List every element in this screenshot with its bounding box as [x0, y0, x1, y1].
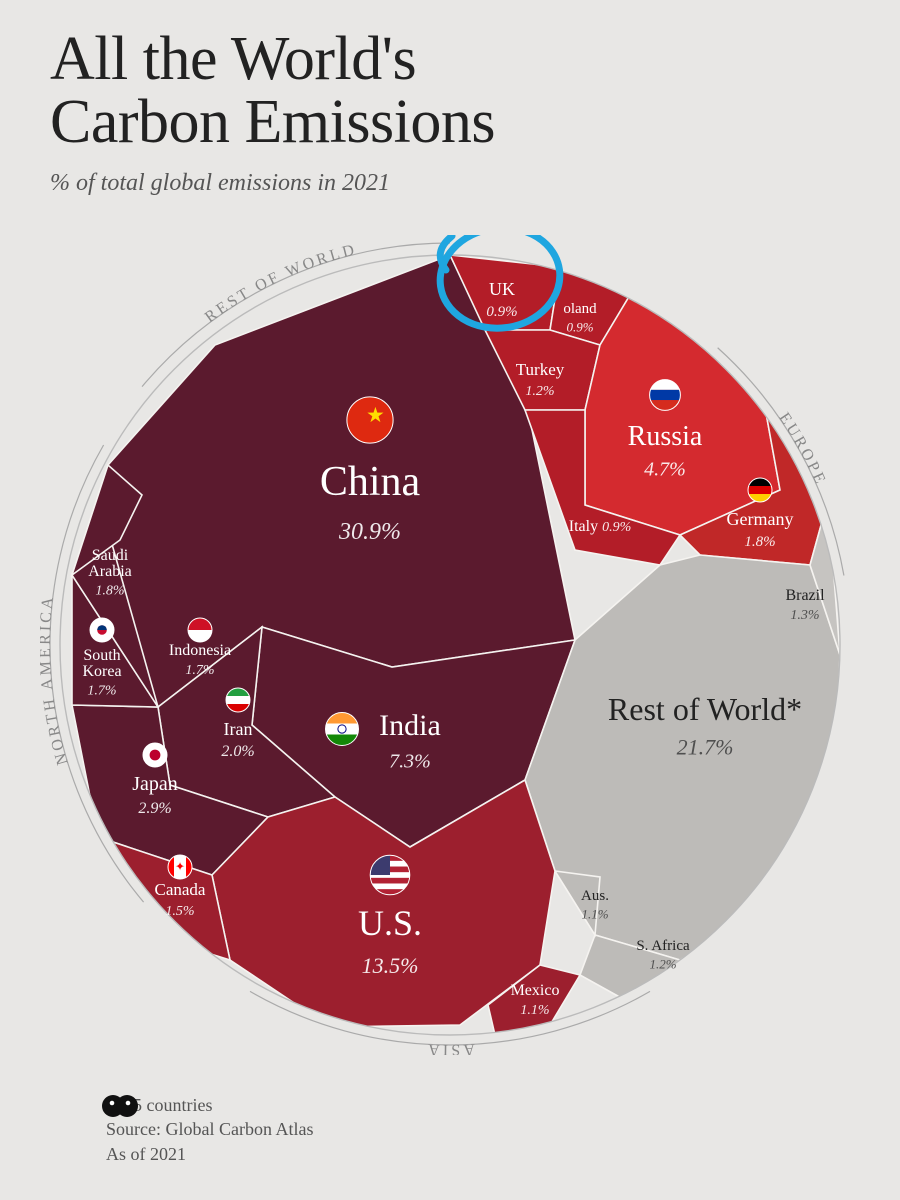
- svg-text:Korea: Korea: [82, 663, 121, 680]
- region-label-asia: ASIA: [425, 1040, 475, 1055]
- svg-text:1.5%: 1.5%: [165, 904, 194, 919]
- iran-flag-icon: [226, 688, 250, 712]
- label-italy: Italy 0.9%: [569, 518, 632, 535]
- svg-text:Saudi: Saudi: [92, 547, 129, 564]
- svg-text:2.0%: 2.0%: [221, 743, 254, 760]
- svg-text:1.8%: 1.8%: [95, 583, 124, 598]
- svg-text:Canada: Canada: [155, 880, 206, 899]
- svg-text:21.7%: 21.7%: [677, 734, 734, 759]
- publisher-logo-icon: [100, 1082, 140, 1122]
- svg-text:13.5%: 13.5%: [362, 953, 419, 978]
- svg-text:China: China: [320, 459, 421, 505]
- svg-text:Italy 0.9%: Italy 0.9%: [569, 518, 632, 535]
- svg-text:✦: ✦: [175, 860, 185, 874]
- svg-text:1.7%: 1.7%: [185, 663, 214, 678]
- svg-text:Mexico: Mexico: [511, 982, 560, 999]
- svg-text:Aus.: Aus.: [581, 888, 609, 904]
- title-line-1: All the World's: [50, 25, 416, 93]
- region-label-north-america: NORTH AMERICA: [40, 594, 72, 767]
- svg-text:UK: UK: [489, 279, 515, 299]
- svg-text:oland: oland: [563, 301, 597, 317]
- chart-subtitle: % of total global emissions in 2021: [50, 170, 390, 197]
- svg-text:4.7%: 4.7%: [644, 459, 686, 481]
- svg-text:Japan: Japan: [132, 773, 178, 795]
- russia-flag-icon: [650, 380, 681, 411]
- svg-text:Arabia: Arabia: [88, 563, 132, 580]
- canada-flag-icon: ✦: [168, 855, 192, 879]
- china-flag-icon: ★: [347, 397, 393, 443]
- footnote-asof: As of 2021: [106, 1142, 313, 1166]
- svg-text:Iran: Iran: [224, 719, 253, 739]
- voronoi-treemap-chart: ASIAEUROPEREST OF WORLDNORTH AMERICA★Chi…: [40, 235, 860, 1055]
- svg-text:Brazil: Brazil: [785, 587, 825, 604]
- svg-text:1.1%: 1.1%: [581, 906, 608, 921]
- svg-text:1.3%: 1.3%: [790, 608, 819, 623]
- svg-text:India: India: [379, 709, 441, 742]
- label-iran: Iran 2.0%: [221, 688, 254, 760]
- svg-text:0.9%: 0.9%: [566, 319, 593, 334]
- svg-text:Russia: Russia: [628, 421, 703, 452]
- germany-flag-icon: [748, 478, 772, 502]
- india-flag-icon: [326, 713, 359, 746]
- title-line-2: Carbon Emissions: [50, 88, 495, 156]
- svg-text:1.1%: 1.1%: [520, 1003, 549, 1018]
- svg-text:Turkey: Turkey: [516, 360, 565, 379]
- skorea-flag-icon: [90, 618, 114, 642]
- svg-text:1.8%: 1.8%: [744, 534, 775, 550]
- svg-text:South: South: [83, 647, 120, 664]
- chart-title: All the World's Carbon Emissions: [50, 28, 495, 154]
- footnote-block: *175 countries Source: Global Carbon Atl…: [50, 1093, 313, 1166]
- svg-text:U.S.: U.S.: [358, 903, 422, 943]
- svg-text:★: ★: [366, 404, 385, 427]
- svg-text:2.9%: 2.9%: [138, 800, 171, 817]
- cell-russia: [585, 295, 780, 535]
- svg-text:7.3%: 7.3%: [389, 751, 431, 773]
- svg-text:Indonesia: Indonesia: [169, 642, 231, 659]
- svg-text:Rest of World*: Rest of World*: [608, 691, 802, 727]
- svg-text:1.7%: 1.7%: [87, 683, 116, 698]
- japan-flag-icon: [143, 743, 167, 767]
- svg-text:1.2%: 1.2%: [649, 956, 676, 971]
- svg-text:Germany: Germany: [727, 509, 794, 529]
- indonesia-flag-icon: [188, 618, 212, 642]
- svg-text:S. Africa: S. Africa: [636, 938, 690, 954]
- svg-text:0.9%: 0.9%: [486, 304, 517, 320]
- svg-text:30.9%: 30.9%: [338, 519, 401, 545]
- svg-text:1.2%: 1.2%: [525, 384, 554, 399]
